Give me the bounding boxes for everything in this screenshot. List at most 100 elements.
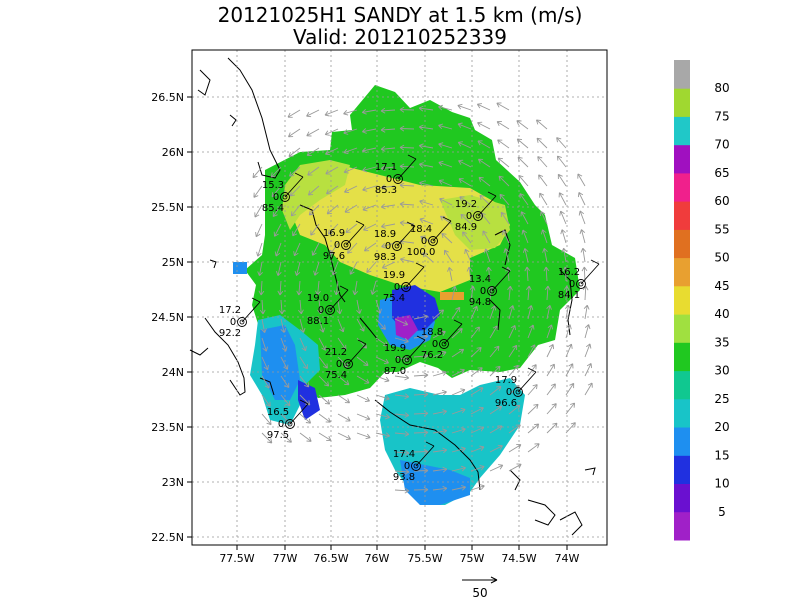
- station-top-value: 18.9: [374, 229, 396, 240]
- wind-vector-arrow: [536, 137, 548, 149]
- colorbar-label: 80: [714, 81, 729, 95]
- wind-vector-arrow: [366, 261, 377, 273]
- wind-vector-arrow: [280, 356, 289, 370]
- station-ring: [576, 279, 586, 289]
- wind-vector-arrow: [524, 266, 531, 282]
- wind-vector-arrow: [584, 343, 592, 358]
- wind-vector-arrow: [375, 375, 390, 383]
- colorbar-segment: [674, 257, 690, 287]
- station-bottom-value: 98.3: [374, 252, 396, 263]
- wind-vector-arrow: [318, 318, 325, 333]
- wind-barb-flag: [294, 172, 304, 178]
- wind-vector-arrow: [362, 166, 377, 173]
- wind-vector-arrow: [470, 305, 478, 320]
- lon-tick-label: 77W: [273, 552, 298, 565]
- wind-vector-arrow: [577, 192, 586, 206]
- colorbar-segment: [674, 285, 690, 315]
- wind-vector-arrow: [496, 102, 510, 111]
- title-line-1: 20121025H1 SANDY at 1.5 km (m/s): [218, 3, 583, 27]
- wind-vector-arrow: [256, 242, 263, 257]
- colorbar-segment: [674, 370, 690, 400]
- wind-vector-arrow: [432, 389, 447, 396]
- station-mid-value: 0: [336, 359, 342, 370]
- station-ring: [285, 419, 295, 429]
- station-bottom-value: 96.6: [495, 398, 517, 409]
- wind-vector-arrow: [525, 285, 532, 301]
- wind-vector-arrow: [352, 280, 359, 296]
- wind-vector-arrow: [292, 223, 301, 237]
- wind-swath-lightgreen: [282, 160, 350, 230]
- colorbar-segment: [674, 342, 690, 372]
- wind-vector-arrow: [349, 261, 358, 275]
- wind-vector-arrow: [559, 210, 567, 225]
- wind-vector-arrow: [565, 363, 574, 377]
- station-bottom-value: 85.4: [262, 203, 284, 214]
- colorbar-segment: [674, 483, 690, 513]
- wind-vector-arrow: [280, 394, 291, 407]
- wind-vector-arrow: [489, 305, 497, 320]
- wind-vector-arrow: [583, 304, 590, 320]
- station-ring: [411, 461, 421, 471]
- wind-vector-arrow: [317, 299, 324, 315]
- colorbar-label: 75: [714, 110, 729, 124]
- wind-vector-arrow: [277, 280, 284, 296]
- wind-vector-arrow: [477, 140, 491, 149]
- wind-vector-arrow: [451, 427, 466, 434]
- station-bottom-value: 92.2: [219, 328, 241, 339]
- colorbar-segment: [674, 201, 690, 230]
- wind-vector-arrow: [258, 280, 265, 296]
- wind-vector-arrow: [272, 204, 282, 218]
- wind-vector-arrow: [299, 432, 312, 442]
- colorbar-segment: [674, 398, 690, 428]
- wind-vector-arrow: [584, 324, 591, 339]
- wind-vector-arrow: [546, 363, 555, 377]
- wind-barb-flag: [407, 154, 417, 160]
- wind-vector-arrow: [508, 463, 522, 472]
- wind-vector-arrow: [527, 423, 540, 434]
- station-mid-value: 0: [385, 241, 391, 252]
- wind-vector-arrow: [535, 119, 548, 130]
- wind-vector-arrow: [432, 350, 447, 358]
- wind-vector-arrow: [337, 375, 350, 386]
- wind-vector-arrow: [527, 443, 540, 453]
- wind-vector-arrow: [558, 192, 567, 206]
- wind-vector-arrow: [432, 409, 448, 415]
- colorbar-segment: [674, 314, 690, 343]
- station-ring: [343, 359, 353, 369]
- wind-vector-arrow: [496, 121, 510, 130]
- wind-vector-arrow: [516, 120, 529, 130]
- wind-barb-flag: [527, 367, 537, 373]
- station-bottom-value: 85.3: [375, 185, 397, 196]
- wind-vector-arrow: [327, 223, 339, 235]
- wind-vector-arrow: [564, 304, 571, 320]
- wind-vector-arrow: [477, 158, 491, 168]
- wind-barb-flag: [501, 266, 511, 272]
- wind-vector-arrow: [363, 223, 377, 232]
- colorbar-label: 15: [714, 448, 729, 462]
- wind-vector-arrow: [418, 162, 434, 168]
- wind-vector-arrow: [432, 485, 448, 492]
- wind-vector-arrow: [466, 266, 473, 282]
- wind-vector-arrow: [278, 299, 285, 315]
- colorbar-label: 60: [714, 194, 729, 208]
- lat-tick-label: 26.5N: [151, 91, 184, 104]
- reference-arrowhead: [490, 576, 498, 584]
- wind-vector-arrow: [274, 242, 282, 257]
- wind-vector-arrow: [380, 165, 396, 171]
- colorbar-segment: [674, 229, 690, 259]
- station-bottom-value: 75.4: [383, 293, 405, 304]
- wind-vector-arrow: [356, 356, 369, 366]
- lat-tick-label: 23.5N: [151, 421, 184, 434]
- wind-vector-arrow: [257, 261, 263, 277]
- wind-vector-arrow: [518, 174, 529, 187]
- wind-vector-arrow: [280, 337, 288, 352]
- wind-vector-arrow: [413, 410, 429, 417]
- wind-vector-arrow: [413, 391, 429, 398]
- wind-vector-arrow: [544, 285, 551, 301]
- wind-vector-arrow: [325, 185, 339, 195]
- wind-vector-arrow: [345, 223, 358, 234]
